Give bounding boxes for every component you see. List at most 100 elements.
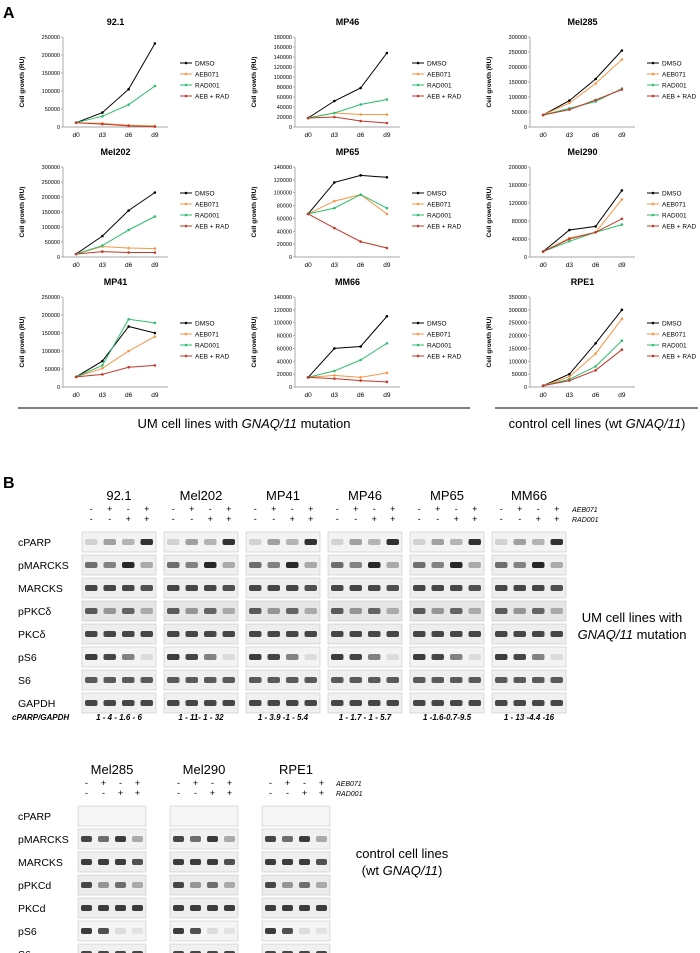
blot-band: [249, 654, 262, 660]
series-line-aeb071: [308, 372, 387, 378]
treatment-sign: -: [102, 788, 105, 798]
ratio-value: 1 - 13 -4.4 -16: [504, 713, 555, 722]
chart-mp46: MP46 Cell growth (RU) 0 20000 40000 60000 8000…: [251, 17, 461, 139]
treatment-sign: +: [135, 778, 140, 788]
treatment-sign: -: [500, 504, 503, 514]
x-tick-label: d9: [383, 262, 391, 269]
legend-marker: [416, 354, 420, 358]
y-tick-label: 140000: [274, 165, 292, 171]
y-tick-label: 40000: [512, 237, 527, 243]
data-point: [385, 341, 389, 345]
data-point: [74, 121, 78, 124]
blot-band: [513, 700, 526, 706]
treatment-sign: +: [517, 504, 522, 514]
y-tick-label: 300000: [42, 165, 60, 171]
blot-band: [331, 631, 344, 637]
blot-band: [431, 585, 444, 591]
data-point: [568, 372, 571, 376]
x-tick-label: d6: [357, 262, 365, 269]
legend-label: DMSO: [195, 61, 215, 68]
blot-band: [167, 562, 180, 568]
data-point: [127, 325, 130, 328]
treatment-sign: +: [189, 504, 194, 514]
blot-band: [207, 928, 218, 934]
y-axis-label: Cell growth (RU): [486, 57, 493, 108]
treatment-sign: +: [319, 788, 324, 798]
y-tick-label: 20000: [277, 242, 292, 248]
blot-band: [224, 882, 235, 888]
treatment-sign: -: [211, 778, 214, 788]
y-axis-label: Cell growth (RU): [486, 317, 493, 368]
treatment-sign: -: [177, 788, 180, 798]
data-point: [385, 206, 389, 210]
blot-band: [204, 677, 217, 683]
treatment-sign: -: [119, 778, 122, 788]
y-tick-label: 140000: [274, 55, 292, 61]
legend-marker: [416, 202, 420, 206]
blot-band: [532, 654, 545, 660]
blot-image: [409, 531, 485, 714]
y-tick-label: 60000: [277, 216, 292, 222]
data-point: [620, 189, 624, 192]
treatment-sign: +: [353, 504, 358, 514]
blot-strip: [163, 646, 239, 668]
data-point: [101, 111, 104, 114]
y-tick-label: 100000: [274, 191, 292, 197]
blot-band: [173, 859, 184, 865]
y-tick-label: 120000: [509, 201, 527, 207]
blot-band: [450, 539, 463, 545]
blot-band: [513, 585, 526, 591]
blot-band: [249, 608, 262, 614]
data-point: [333, 181, 336, 184]
legend-marker: [184, 61, 188, 65]
blot-strip: [491, 531, 567, 553]
legend-label: AEB071: [662, 72, 686, 79]
blot-band: [450, 585, 463, 591]
y-tick-label: 100000: [274, 75, 292, 81]
series-line-aeb-rad: [308, 376, 387, 383]
treatment-sign: -: [254, 504, 257, 514]
blot-band: [122, 654, 135, 660]
data-point: [333, 199, 336, 203]
series-line-rad001: [308, 99, 387, 119]
blot-band: [167, 539, 180, 545]
chart-mp41: MP41 Cell growth (RU) 0 50000 100000 150000 20…: [19, 277, 229, 399]
x-tick-label: d0: [73, 132, 81, 139]
data-point: [306, 116, 310, 120]
blot-band: [386, 654, 399, 660]
blot-band: [468, 654, 481, 660]
blot-band: [386, 631, 399, 637]
x-tick-label: d9: [618, 132, 626, 139]
blot-strip: [245, 646, 321, 668]
blot-strip: [261, 828, 331, 850]
data-point: [333, 99, 336, 103]
data-point: [359, 345, 362, 348]
blot-band: [222, 608, 235, 614]
data-point: [359, 193, 362, 196]
treatment-sign: +: [390, 504, 395, 514]
data-point: [359, 113, 362, 116]
treatment-sign: +: [554, 504, 559, 514]
blot-strip: [261, 874, 331, 896]
legend-marker: [651, 72, 655, 76]
blot-band: [103, 631, 116, 637]
y-tick-label: 200000: [509, 334, 527, 340]
blot-band: [468, 562, 481, 568]
blot-band: [431, 539, 444, 545]
blot-band: [267, 585, 280, 591]
data-point: [101, 250, 104, 253]
blot-row-label: PKCd: [18, 903, 46, 915]
data-point: [127, 318, 130, 321]
data-point: [333, 226, 336, 230]
blot-band: [140, 539, 153, 545]
blot-band: [267, 608, 280, 614]
blot-band: [468, 677, 481, 683]
legend-label: RAD001: [427, 213, 452, 220]
blot-band: [368, 562, 381, 568]
blot-band: [413, 654, 426, 660]
treatment-sign: -: [500, 514, 503, 524]
blot-band: [450, 677, 463, 683]
blot-band: [331, 562, 344, 568]
blot-strip: [491, 554, 567, 576]
data-point: [594, 82, 597, 85]
